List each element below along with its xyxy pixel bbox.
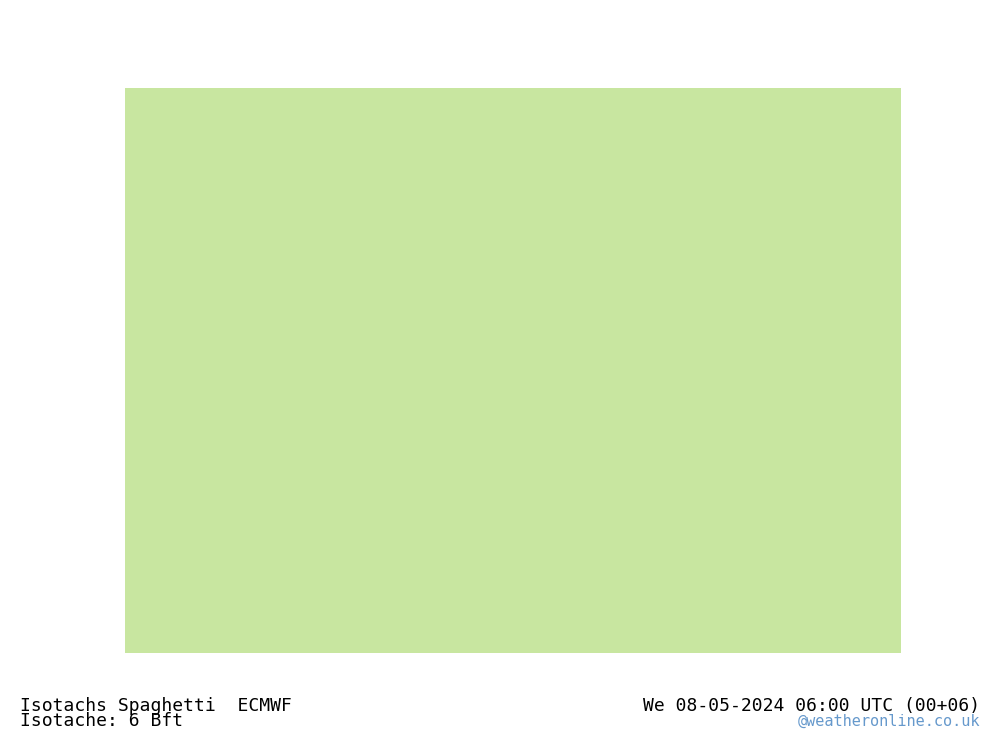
Text: @weatheronline.co.uk: @weatheronline.co.uk (798, 714, 980, 729)
Text: We 08-05-2024 06:00 UTC (00+06): We 08-05-2024 06:00 UTC (00+06) (643, 697, 980, 715)
Text: Isotachs Spaghetti  ECMWF: Isotachs Spaghetti ECMWF (20, 697, 292, 715)
Text: Isotache: 6 Bft: Isotache: 6 Bft (20, 712, 183, 729)
